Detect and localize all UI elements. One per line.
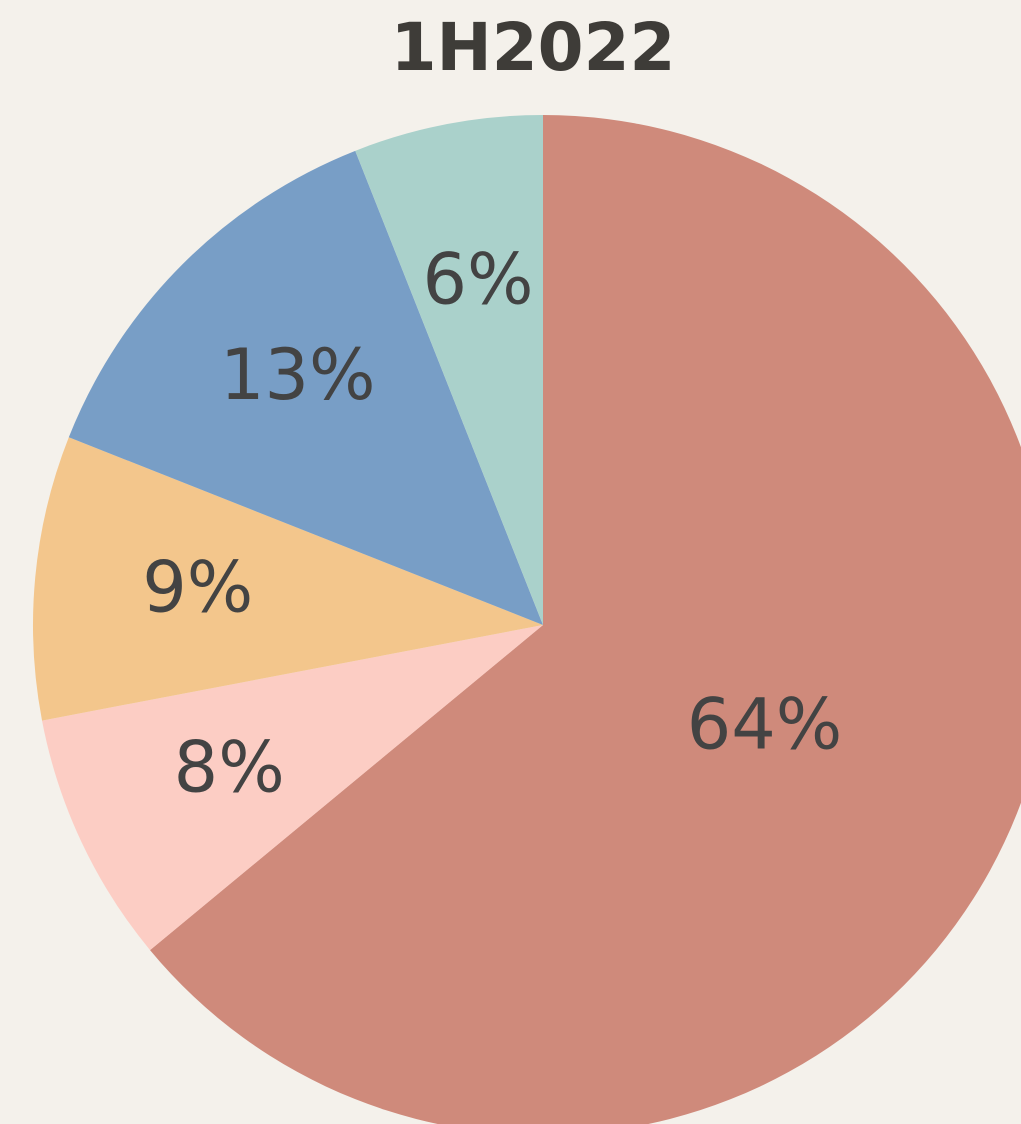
pie-slice (42, 625, 543, 951)
pie-slice (355, 115, 543, 625)
data-label: 9% (142, 546, 253, 628)
data-label: 64% (687, 683, 843, 765)
pie-slice (150, 115, 1021, 1124)
data-label: 13% (220, 334, 376, 416)
pie (33, 115, 1021, 1124)
pie-slice (33, 437, 543, 721)
data-label: 8% (174, 727, 285, 809)
chart-title: 1H2022 (391, 9, 676, 86)
pie-slice (68, 150, 543, 625)
data-label: 6% (422, 238, 533, 320)
